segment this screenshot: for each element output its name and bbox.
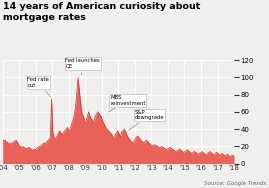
Text: 14 years of American curiosity about
mortgage rates: 14 years of American curiosity about mor… <box>3 2 200 22</box>
Text: Fed rate
cut: Fed rate cut <box>27 77 51 97</box>
Text: Source: Google Trends: Source: Google Trends <box>204 181 266 186</box>
Text: S&P
downgrade: S&P downgrade <box>129 110 165 130</box>
Text: MBS
reinvestment: MBS reinvestment <box>108 95 146 112</box>
Text: Fed launches
QE: Fed launches QE <box>65 58 100 75</box>
